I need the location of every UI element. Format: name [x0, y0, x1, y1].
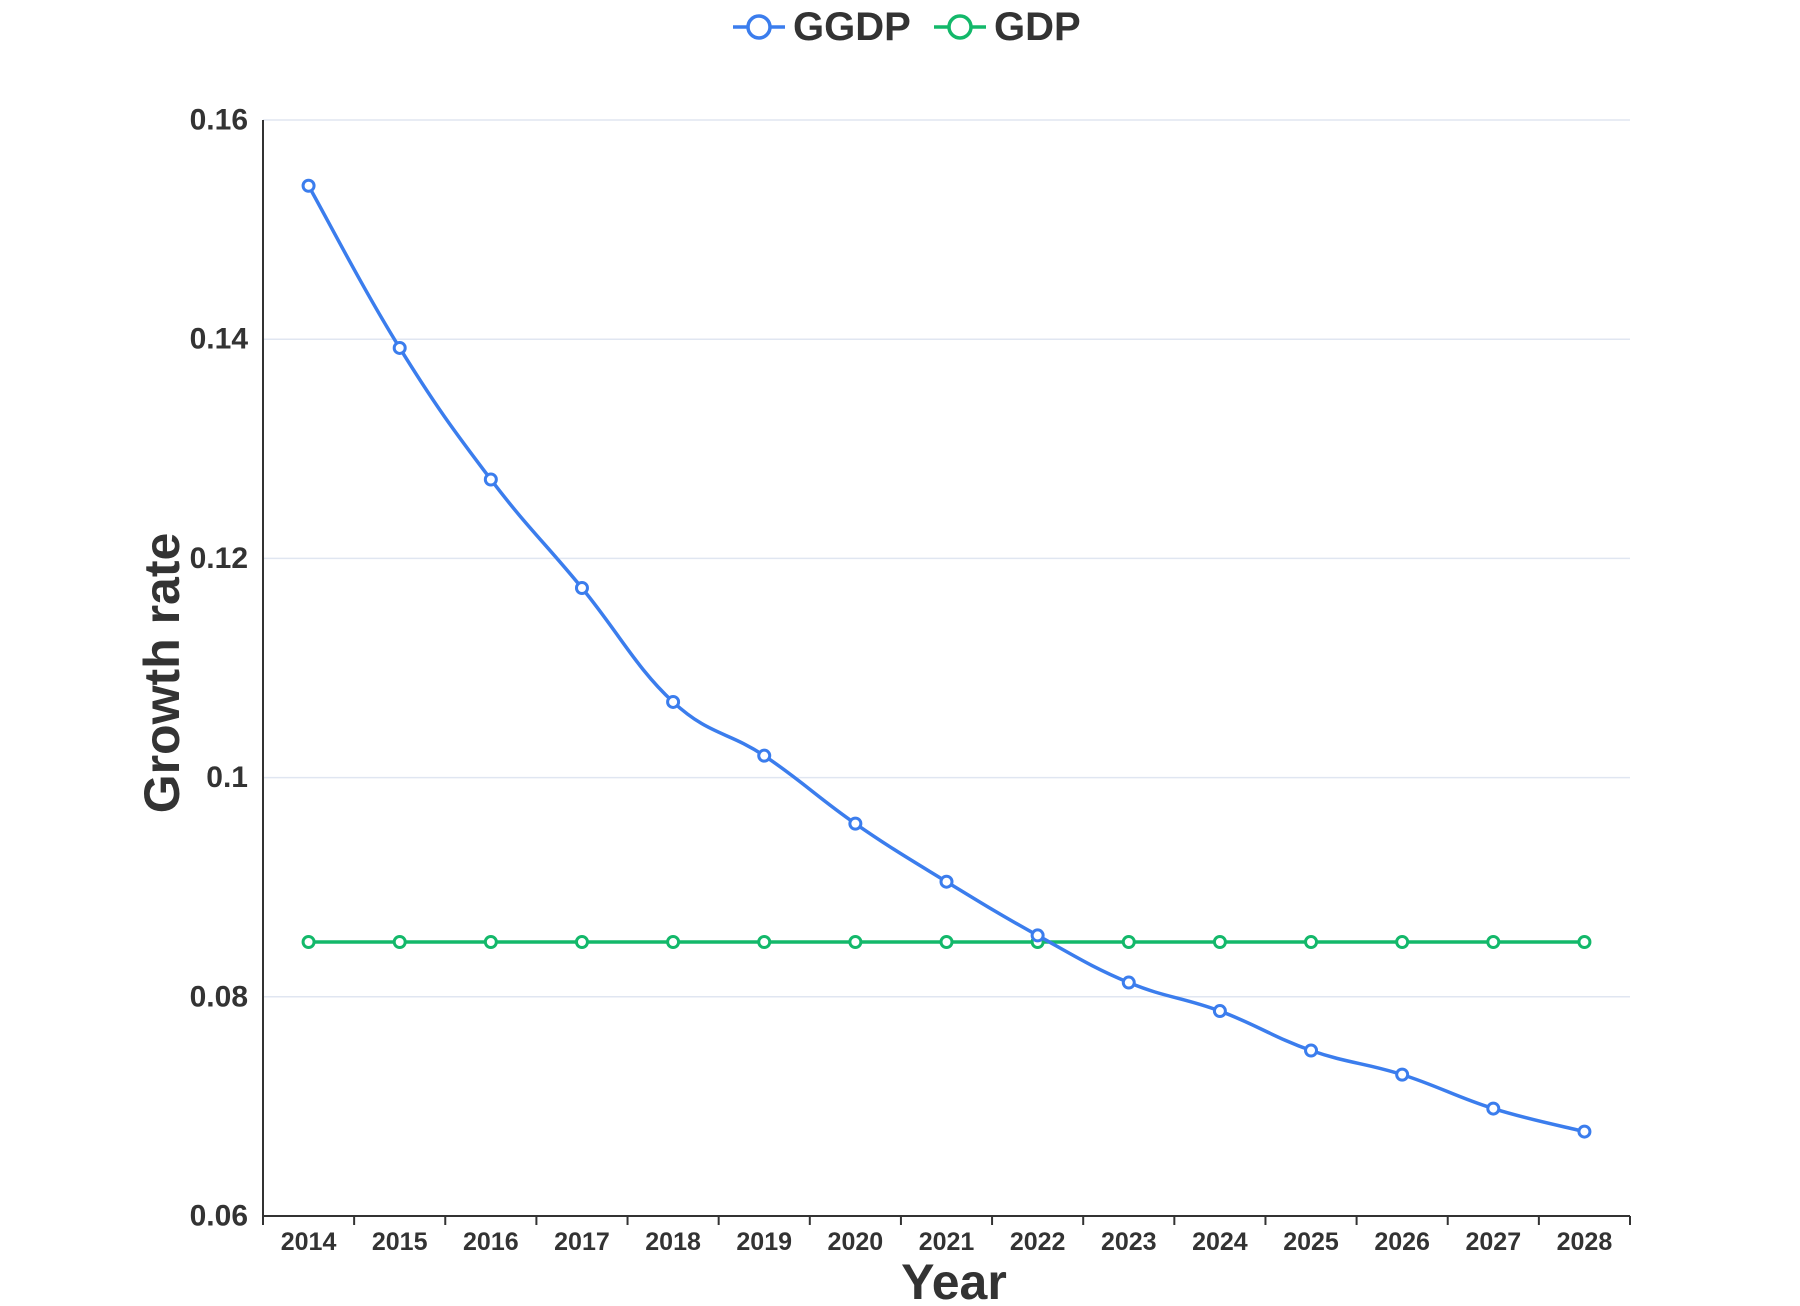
- x-tick-label: 2021: [919, 1228, 975, 1256]
- data-point-ggdp[interactable]: [483, 472, 498, 487]
- data-point-gdp[interactable]: [1304, 935, 1319, 949]
- data-point-gdp[interactable]: [1486, 935, 1501, 949]
- x-tick-label: 2015: [372, 1228, 428, 1256]
- x-tick-label: 2027: [1465, 1228, 1521, 1256]
- y-tick-label: 0.08: [190, 980, 248, 1013]
- x-tick-label: 2017: [554, 1228, 610, 1256]
- data-point-gdp[interactable]: [1395, 935, 1410, 949]
- data-point-ggdp[interactable]: [1304, 1043, 1319, 1058]
- y-tick-label: 0.06: [190, 1200, 248, 1233]
- data-point-ggdp[interactable]: [939, 874, 954, 889]
- data-point-ggdp[interactable]: [757, 748, 772, 763]
- x-tick-label: 2023: [1101, 1228, 1157, 1256]
- data-point-gdp[interactable]: [1577, 935, 1592, 949]
- y-tick-label: 0.1: [206, 761, 248, 794]
- x-tick-label: 2016: [463, 1228, 519, 1256]
- data-point-gdp[interactable]: [301, 935, 316, 949]
- data-point-ggdp[interactable]: [1121, 975, 1136, 990]
- y-axis-title: Growth rate: [134, 533, 190, 814]
- legend-marker: [947, 14, 973, 40]
- data-point-gdp[interactable]: [392, 935, 407, 949]
- data-point-gdp[interactable]: [1121, 935, 1136, 949]
- x-tick-label: 2028: [1557, 1228, 1613, 1256]
- data-point-ggdp[interactable]: [848, 816, 863, 831]
- series-ggdp: [301, 178, 1592, 1139]
- x-tick-label: 2014: [281, 1228, 337, 1256]
- x-tick-label: 2019: [736, 1228, 792, 1256]
- data-point-gdp[interactable]: [574, 935, 589, 949]
- series-group: [301, 178, 1592, 1139]
- x-tick-label: 2018: [645, 1228, 701, 1256]
- data-point-gdp[interactable]: [757, 935, 772, 949]
- series-gdp: [301, 935, 1592, 949]
- data-point-ggdp[interactable]: [1395, 1067, 1410, 1082]
- x-tick-label: 2025: [1283, 1228, 1339, 1256]
- legend-label: GGDP: [793, 5, 911, 49]
- x-tick-label: 2020: [828, 1228, 884, 1256]
- data-point-ggdp[interactable]: [1030, 928, 1045, 943]
- legend-label: GDP: [994, 5, 1081, 49]
- x-tick-label: 2024: [1192, 1228, 1248, 1256]
- data-point-ggdp[interactable]: [301, 178, 316, 193]
- data-point-gdp[interactable]: [483, 935, 498, 949]
- data-point-gdp[interactable]: [1212, 935, 1227, 949]
- legend-item-gdp[interactable]: GDP: [934, 5, 1081, 49]
- y-tick-label: 0.12: [190, 542, 248, 575]
- data-point-ggdp[interactable]: [1577, 1124, 1592, 1139]
- data-point-ggdp[interactable]: [392, 340, 407, 355]
- x-axis-title: Year: [901, 1254, 1007, 1306]
- data-point-ggdp[interactable]: [1486, 1101, 1501, 1116]
- x-tick-label: 2026: [1374, 1228, 1430, 1256]
- y-tick-label: 0.14: [190, 323, 249, 356]
- data-point-ggdp[interactable]: [1212, 1004, 1227, 1019]
- data-point-ggdp[interactable]: [574, 580, 589, 595]
- legend[interactable]: GGDP GDP: [733, 5, 1081, 49]
- legend-marker: [746, 14, 772, 40]
- x-tick-label: 2022: [1010, 1228, 1066, 1256]
- legend-item-ggdp[interactable]: GGDP: [733, 5, 911, 49]
- series-line-ggdp: [307, 184, 1585, 1134]
- data-point-gdp[interactable]: [666, 935, 681, 949]
- grid-lines: [263, 119, 1630, 998]
- y-tick-label: 0.16: [190, 104, 248, 137]
- data-point-gdp[interactable]: [939, 935, 954, 949]
- data-point-gdp[interactable]: [848, 935, 863, 949]
- data-point-ggdp[interactable]: [666, 694, 681, 709]
- axes: 0.06 0.08 0.1 0.12 0.14 0.16 2014 2015 2016 2017 2…: [190, 104, 1631, 1256]
